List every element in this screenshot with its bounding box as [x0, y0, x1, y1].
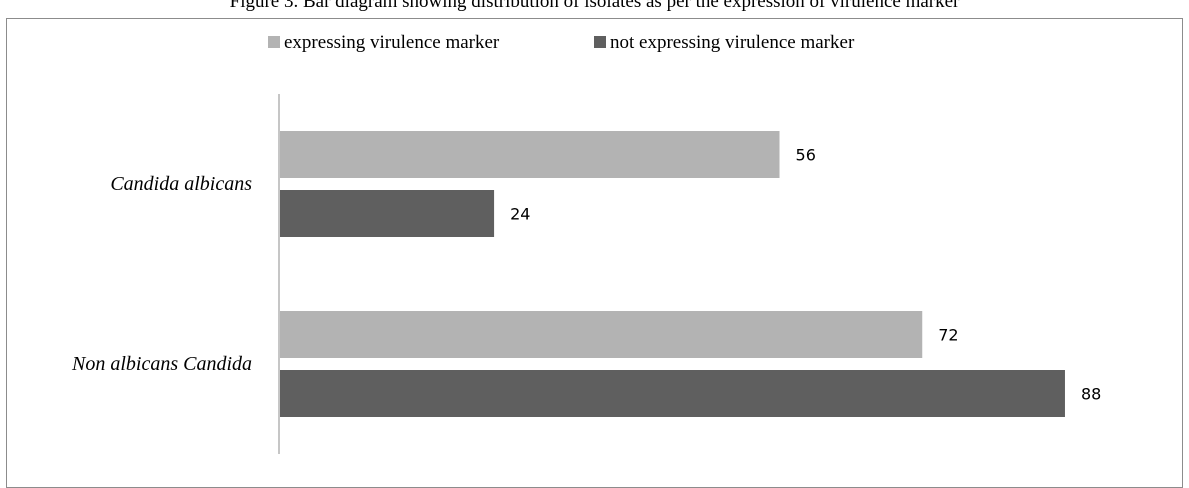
legend-swatch	[594, 36, 606, 48]
data-label: 56	[796, 146, 816, 165]
bar	[280, 131, 780, 178]
bar	[280, 311, 923, 358]
category-label: Candida albicans	[110, 173, 252, 195]
data-label: 88	[1081, 385, 1101, 404]
legend-label: not expressing virulence marker	[610, 32, 855, 53]
bar	[280, 370, 1065, 417]
legend-swatch	[268, 36, 280, 48]
figure-caption: Figure 3. Bar diagram showing distributi…	[229, 0, 960, 12]
data-label: 24	[510, 205, 530, 224]
category-label: Non albicans Candida	[71, 353, 252, 375]
data-label: 72	[938, 326, 958, 345]
bar-chart: expressing virulence marker not expressin…	[71, 32, 1101, 454]
legend-label: expressing virulence marker	[284, 32, 500, 53]
bar	[280, 190, 495, 237]
